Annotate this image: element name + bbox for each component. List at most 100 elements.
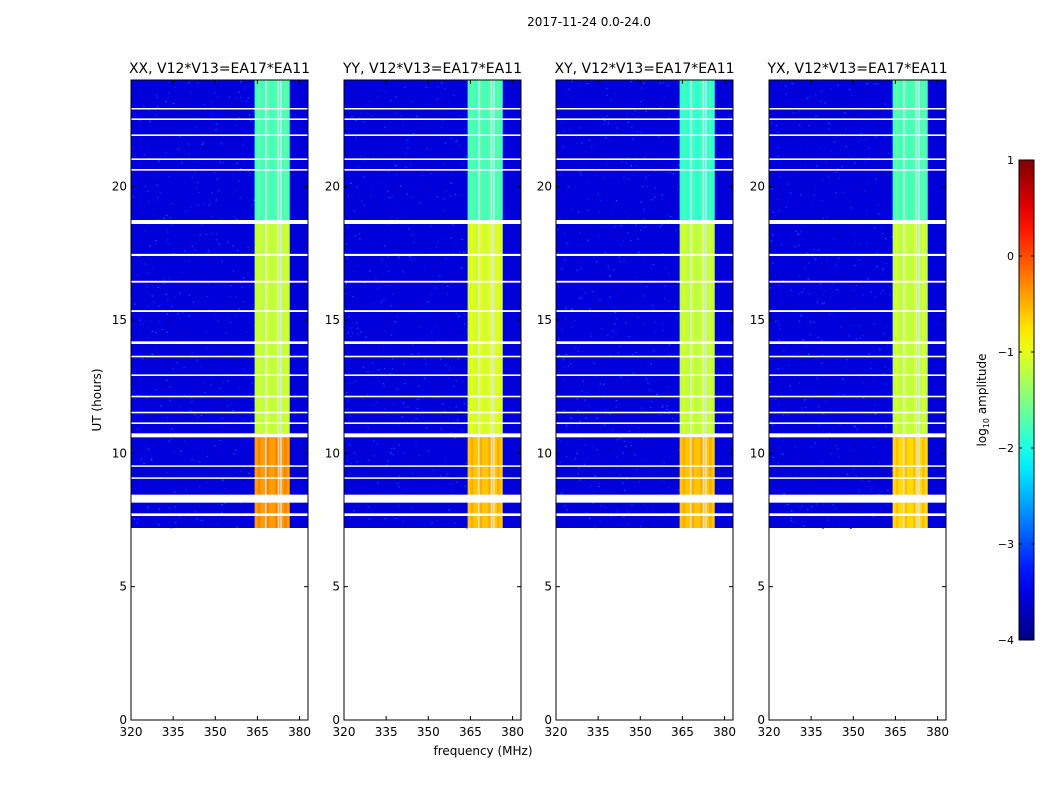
noise-speck bbox=[577, 502, 579, 504]
flagged-gap bbox=[556, 513, 733, 516]
noise-speck bbox=[614, 187, 617, 189]
noise-speck bbox=[884, 103, 887, 105]
noise-speck bbox=[202, 142, 204, 144]
noise-speck bbox=[816, 467, 818, 469]
noise-speck bbox=[605, 377, 607, 379]
noise-speck bbox=[165, 293, 168, 295]
noise-speck bbox=[149, 120, 151, 122]
noise-speck bbox=[178, 151, 181, 153]
noise-speck bbox=[655, 381, 657, 383]
noise-speck bbox=[381, 344, 384, 346]
noise-speck bbox=[858, 463, 860, 465]
noise-speck bbox=[640, 466, 643, 468]
noise-speck bbox=[436, 519, 438, 521]
noise-speck bbox=[602, 116, 605, 119]
noise-speck bbox=[807, 426, 809, 428]
noise-speck bbox=[556, 142, 559, 145]
noise-speck bbox=[200, 456, 203, 458]
noise-speck bbox=[886, 290, 888, 292]
noise-speck bbox=[164, 451, 167, 453]
noise-speck bbox=[235, 296, 237, 298]
noise-speck bbox=[796, 293, 799, 295]
noise-speck bbox=[245, 460, 247, 462]
noise-speck bbox=[610, 175, 612, 177]
noise-speck bbox=[654, 229, 657, 231]
noise-speck bbox=[572, 102, 574, 104]
noise-speck bbox=[778, 339, 780, 341]
noise-speck bbox=[157, 425, 159, 427]
noise-speck bbox=[156, 482, 158, 484]
noise-speck bbox=[865, 303, 868, 305]
noise-speck bbox=[678, 449, 681, 451]
noise-speck bbox=[450, 483, 453, 485]
noise-speck bbox=[620, 289, 623, 291]
noise-speck bbox=[801, 291, 803, 293]
noise-speck bbox=[607, 226, 609, 228]
noise-speck bbox=[556, 145, 559, 147]
noise-speck bbox=[568, 337, 571, 339]
noise-speck bbox=[209, 233, 211, 235]
noise-speck bbox=[419, 194, 422, 197]
noise-speck bbox=[781, 146, 783, 148]
noise-speck bbox=[346, 286, 349, 288]
noise-speck bbox=[398, 444, 400, 446]
noise-speck bbox=[184, 424, 187, 426]
noise-speck bbox=[557, 295, 559, 297]
noise-speck bbox=[221, 480, 224, 482]
noise-speck bbox=[593, 197, 595, 199]
noise-speck bbox=[344, 111, 346, 113]
noise-speck bbox=[138, 194, 140, 196]
noise-speck bbox=[878, 155, 880, 157]
noise-speck bbox=[145, 525, 148, 527]
noise-speck bbox=[873, 83, 876, 85]
noise-speck bbox=[156, 343, 158, 345]
noise-speck bbox=[605, 431, 607, 433]
noise-speck bbox=[198, 319, 200, 321]
noise-speck bbox=[783, 452, 785, 454]
noise-speck bbox=[571, 186, 573, 188]
noise-speck bbox=[878, 213, 880, 215]
x-tick-label: 350 bbox=[204, 725, 227, 739]
noise-speck bbox=[227, 359, 230, 361]
noise-speck bbox=[253, 399, 255, 401]
noise-speck bbox=[392, 163, 395, 165]
noise-speck bbox=[590, 430, 593, 432]
noise-speck bbox=[658, 328, 660, 330]
noise-speck bbox=[779, 382, 781, 384]
noise-speck bbox=[782, 517, 785, 519]
noise-speck bbox=[852, 425, 854, 427]
noise-speck bbox=[879, 350, 881, 352]
noise-speck bbox=[452, 114, 454, 117]
noise-speck bbox=[145, 104, 147, 106]
noise-speck bbox=[597, 177, 599, 179]
noise-speck bbox=[814, 410, 816, 412]
noise-speck bbox=[780, 391, 782, 393]
noise-speck bbox=[829, 313, 831, 316]
noise-speck bbox=[885, 371, 887, 373]
noise-speck bbox=[231, 461, 234, 463]
noise-speck bbox=[815, 212, 818, 214]
noise-speck bbox=[610, 139, 612, 141]
noise-speck bbox=[652, 244, 654, 246]
noise-speck bbox=[597, 193, 599, 195]
noise-speck bbox=[166, 381, 168, 383]
noise-speck bbox=[858, 259, 861, 261]
noise-speck bbox=[776, 198, 779, 200]
y-tick-label: 15 bbox=[750, 313, 765, 327]
noise-speck bbox=[346, 257, 348, 259]
noise-speck bbox=[783, 259, 785, 261]
noise-speck bbox=[777, 368, 779, 370]
noise-speck bbox=[402, 484, 405, 486]
noise-speck bbox=[196, 520, 198, 522]
noise-speck bbox=[456, 382, 459, 384]
noise-speck bbox=[661, 406, 664, 408]
noise-speck bbox=[612, 227, 614, 229]
noise-speck bbox=[570, 402, 572, 404]
noise-speck bbox=[871, 95, 873, 97]
noise-speck bbox=[380, 428, 383, 430]
noise-speck bbox=[246, 218, 248, 220]
noise-speck bbox=[837, 264, 840, 266]
noise-speck bbox=[832, 504, 834, 506]
noise-speck bbox=[367, 146, 369, 148]
noise-speck bbox=[447, 417, 449, 420]
